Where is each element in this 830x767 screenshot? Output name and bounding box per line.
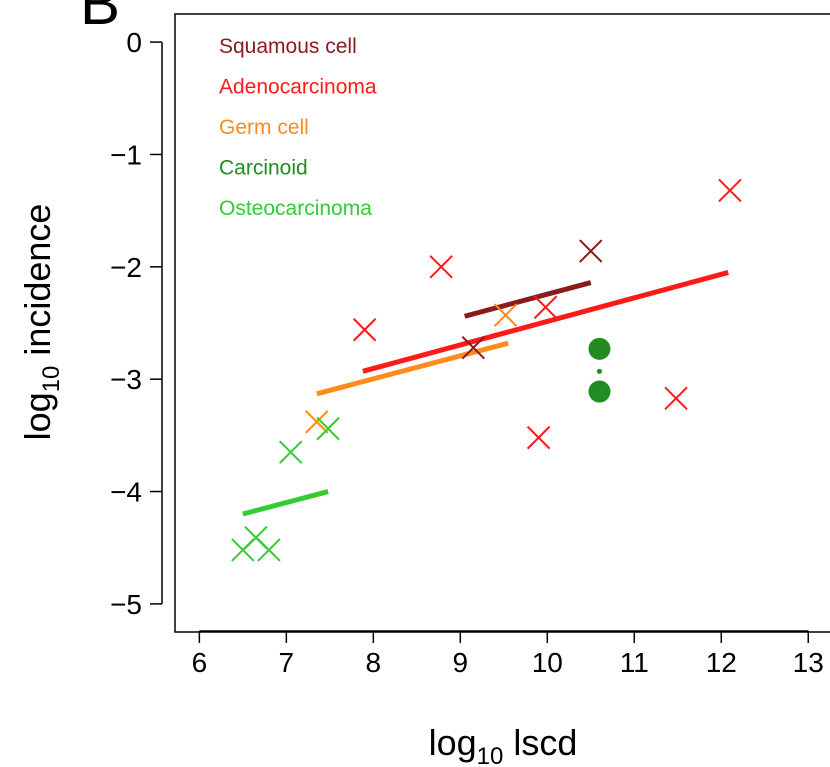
data-markers (231, 178, 742, 562)
x-axis: 6 7 8 9 10 11 12 13 (192, 630, 824, 678)
legend-entry: Adenocarcinoma (219, 76, 377, 99)
data-point (588, 380, 611, 403)
data-point (305, 410, 329, 434)
legend-entry: Osteocarcinoma (219, 197, 372, 220)
fit-line-2 (316, 340, 509, 397)
y-tick-label: −3 (110, 364, 142, 395)
x-tick-label: 11 (620, 647, 649, 678)
data-point (664, 386, 688, 410)
y-tick-label: −2 (110, 252, 142, 283)
y-tick-label: 0 (126, 27, 142, 58)
y-tick-label: −5 (110, 589, 142, 620)
legend-entry: Germ cell (219, 116, 309, 139)
data-point (461, 336, 486, 360)
data-point (429, 255, 453, 279)
legend-entry: Carcinoid (219, 157, 308, 180)
data-point (257, 538, 281, 562)
y-tick-label: −4 (110, 477, 142, 508)
x-tick-label: 13 (793, 647, 824, 678)
x-tick-label: 12 (706, 647, 737, 678)
data-point (526, 425, 551, 450)
fit-line-0 (464, 280, 592, 319)
data-point (493, 303, 518, 327)
fit-lines (242, 270, 729, 517)
panel-label: B (80, 0, 120, 37)
data-point (579, 239, 603, 263)
x-tick-label: 7 (279, 647, 295, 678)
plot-frame (174, 13, 830, 633)
legend-entry: Squamous cell (219, 35, 357, 58)
fit-line-4 (242, 489, 329, 517)
data-point (316, 416, 340, 441)
data-point (278, 440, 303, 464)
y-axis-title: log10 incidence (17, 204, 65, 441)
x-axis-title: log10 lscd (429, 722, 578, 767)
legend: Squamous cell Adenocarcinoma Germ cell Carc… (219, 35, 377, 220)
x-tick-label: 8 (366, 647, 382, 678)
plot-area (174, 13, 830, 633)
data-point (533, 295, 558, 319)
fit-line-1 (362, 270, 729, 374)
fit-line-3 (596, 368, 602, 374)
data-point (588, 337, 611, 360)
x-tick-label: 6 (192, 647, 208, 678)
y-axis: 0 −1 −2 −3 −4 −5 (110, 27, 163, 620)
data-point (352, 318, 377, 342)
y-tick-label: −1 (110, 139, 142, 170)
x-tick-label: 10 (532, 647, 563, 678)
data-point (718, 178, 742, 203)
x-tick-label: 9 (453, 647, 469, 678)
